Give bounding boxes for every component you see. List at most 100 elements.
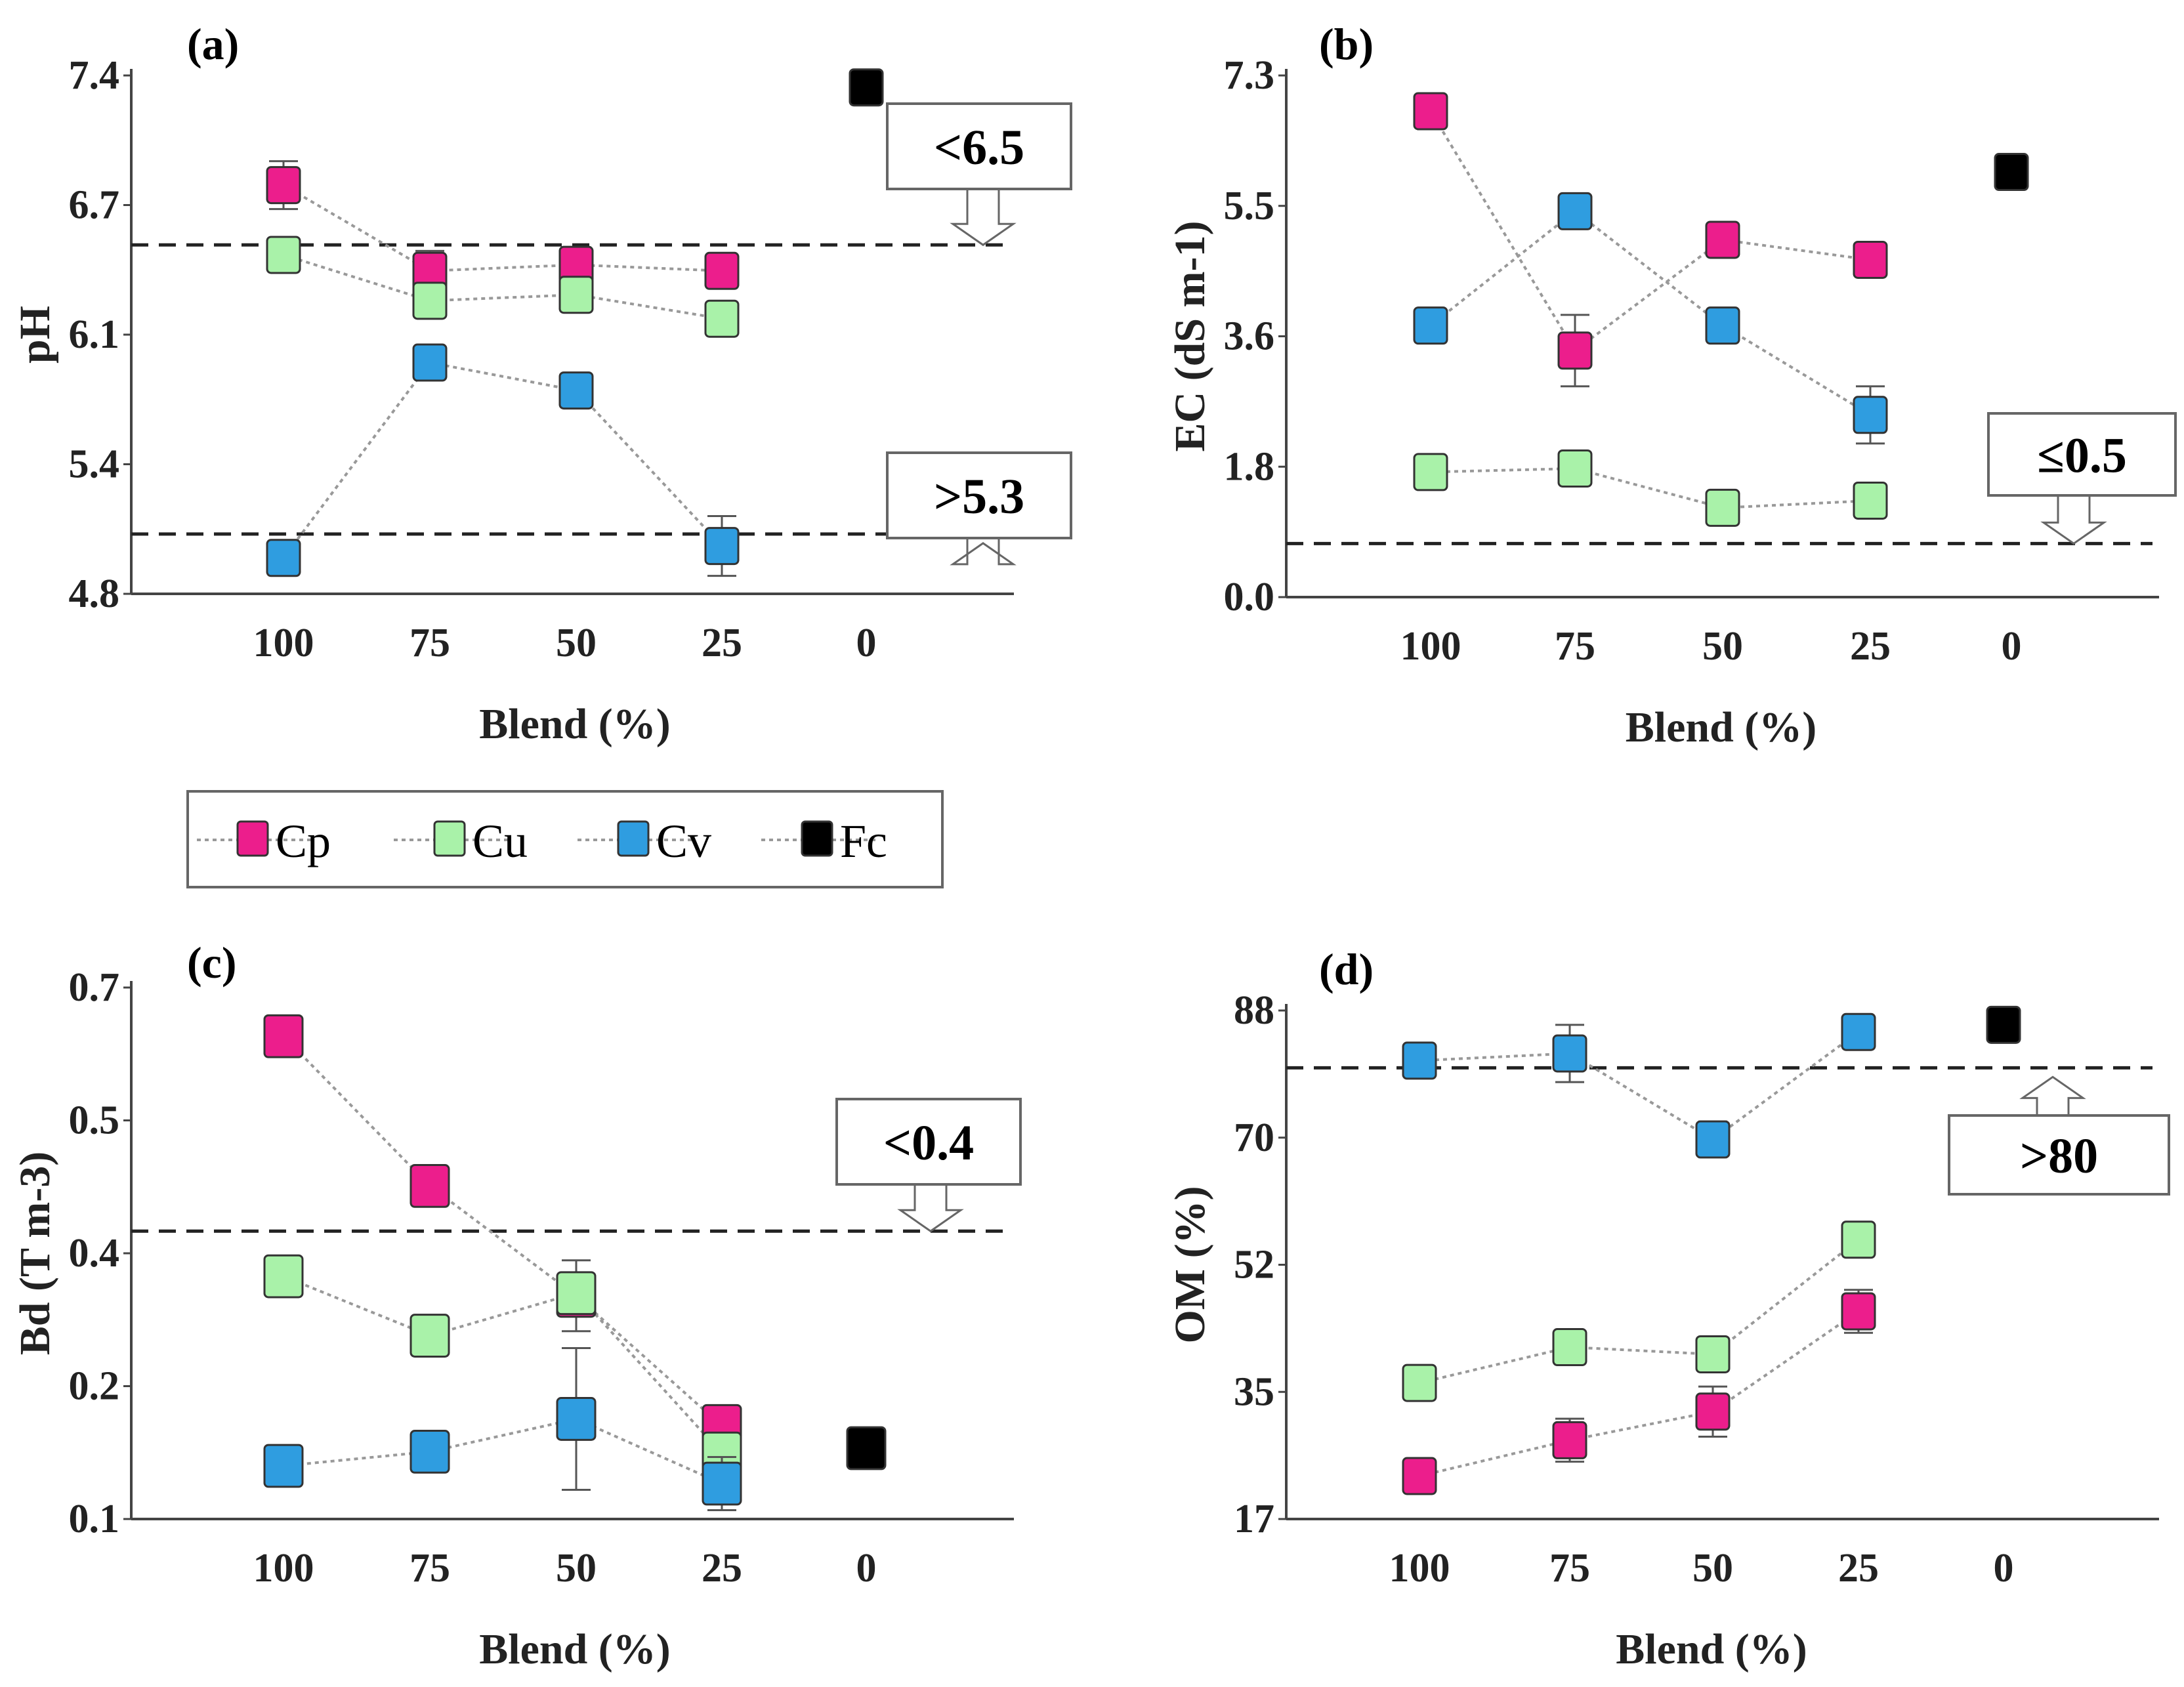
threshold-callout: >80 (1948, 1075, 2170, 1196)
x-tick-label: 75 (1549, 1546, 1590, 1591)
data-point-cu (558, 276, 594, 314)
y-tick-label: 4.8 (69, 572, 120, 616)
y-tick-label: 0.0 (1224, 575, 1275, 619)
series-line-cp (1419, 1310, 1860, 1478)
legend-item-fc: Fc (761, 815, 887, 867)
legend: Cp Cu Cv Fc (186, 790, 944, 888)
y-tick-label: 5.4 (69, 442, 120, 487)
y-axis-label: pH (11, 306, 59, 364)
panel-label: (c) (187, 938, 236, 988)
legend-item-cu: Cu (394, 815, 528, 867)
threshold-label: <6.5 (934, 120, 1024, 175)
data-point-cv (410, 1430, 450, 1474)
x-tick-label: 0 (856, 1546, 877, 1591)
y-tick-label: 70 (1234, 1115, 1274, 1160)
threshold-callout: <0.4 (835, 1098, 1022, 1233)
series-line-cp (1429, 110, 1871, 353)
data-point-cu (1841, 1220, 1876, 1259)
data-point-cu (1402, 1364, 1437, 1402)
threshold-arrow (2019, 1075, 2086, 1117)
data-point-cv (1705, 306, 1740, 345)
data-point-cv (1552, 1034, 1587, 1073)
panel-label: (d) (1319, 944, 1374, 994)
data-point-cu (556, 1271, 597, 1316)
x-tick-label: 75 (410, 1546, 450, 1591)
legend-label: Cu (472, 815, 528, 867)
threshold-box (1948, 1114, 2170, 1196)
x-tick-label: 25 (1838, 1546, 1879, 1591)
x-tick-label: 50 (556, 1546, 597, 1591)
data-point-cp (1413, 92, 1448, 131)
data-point-cv (558, 371, 594, 410)
legend-label: Cv (656, 815, 711, 867)
data-point-cp (1402, 1457, 1437, 1495)
x-tick-label: 25 (702, 1546, 742, 1591)
x-axis-label: Blend (%) (1616, 1625, 1807, 1673)
panel-label: (b) (1319, 19, 1374, 69)
x-axis-label: Blend (%) (1626, 703, 1817, 751)
data-point-cv (1695, 1120, 1731, 1159)
y-tick-label: 35 (1234, 1369, 1274, 1414)
data-point-cu (1413, 453, 1448, 491)
data-point-cv (1557, 192, 1593, 230)
x-tick-label: 25 (1850, 624, 1891, 669)
data-point-cv (1413, 306, 1448, 345)
threshold-callout: ≤0.5 (1987, 412, 2177, 545)
legend-marker (617, 820, 650, 857)
x-axis-label: Blend (%) (479, 1625, 671, 1673)
x-tick-label: 0 (856, 621, 877, 665)
y-tick-label: 5.5 (1224, 184, 1275, 228)
x-axis-label: Blend (%) (479, 700, 671, 748)
series-line-cv (283, 1417, 723, 1485)
y-tick-label: 6.1 (69, 312, 120, 357)
threshold-label: <0.4 (883, 1115, 974, 1171)
series-line-cu (283, 253, 723, 320)
legend-item-cv: Cv (578, 815, 711, 867)
series-line-cu (1430, 467, 1871, 509)
data-point-cv (266, 539, 301, 577)
y-tick-label: 88 (1234, 988, 1274, 1033)
y-axis-label: OM (%) (1166, 1186, 1214, 1343)
data-point-cv (556, 1397, 597, 1441)
data-point-cv (702, 1461, 742, 1506)
data-point-cp (1841, 1292, 1876, 1331)
data-point-fc (1986, 1005, 2021, 1044)
data-point-cu (266, 236, 301, 274)
x-tick-label: 100 (1389, 1546, 1450, 1591)
x-tick-label: 25 (702, 621, 742, 665)
data-point-cp (704, 251, 740, 290)
x-tick-label: 75 (410, 621, 450, 665)
data-point-cu (1552, 1328, 1587, 1367)
threshold-box (1987, 412, 2177, 497)
data-point-cp (1695, 1392, 1731, 1431)
x-tick-label: 50 (556, 621, 597, 665)
data-point-cu (1705, 488, 1740, 527)
legend-marker (433, 820, 466, 857)
data-point-cp (1705, 220, 1740, 259)
chart-panel-c: (c) 0.7 0.5 0.4 0.2 0.1 100 75 50 25 0 Blend (%) Bd … (11, 938, 1022, 1673)
y-tick-label: 6.7 (69, 183, 120, 228)
data-point-cu (1853, 481, 1888, 520)
legend-marker (236, 820, 269, 857)
y-tick-label: 1.8 (1224, 444, 1275, 489)
data-point-cp (1552, 1421, 1587, 1459)
y-tick-label: 0.4 (69, 1231, 120, 1276)
chart-panel-b: (b) 7.3 5.5 3.6 1.8 0.0 100 75 50 25 0 Blend (%) EC … (1166, 19, 2177, 751)
data-point-cp (1853, 240, 1888, 279)
threshold-label: >80 (2020, 1129, 2098, 1184)
data-point-cv (412, 343, 448, 382)
data-point-fc (1994, 153, 2029, 192)
data-point-cu (410, 1314, 450, 1358)
series-line-cv (1429, 209, 1872, 417)
threshold-box (886, 451, 1072, 539)
y-tick-label: 7.4 (69, 53, 120, 98)
data-point-cv (1853, 396, 1888, 434)
data-point-cp (263, 1014, 304, 1058)
x-tick-label: 50 (1692, 1546, 1733, 1591)
x-tick-label: 100 (253, 621, 314, 665)
data-point-cv (263, 1444, 304, 1488)
x-tick-label: 75 (1555, 624, 1595, 669)
series-line-cv (282, 361, 723, 559)
data-point-cp (1557, 331, 1593, 370)
